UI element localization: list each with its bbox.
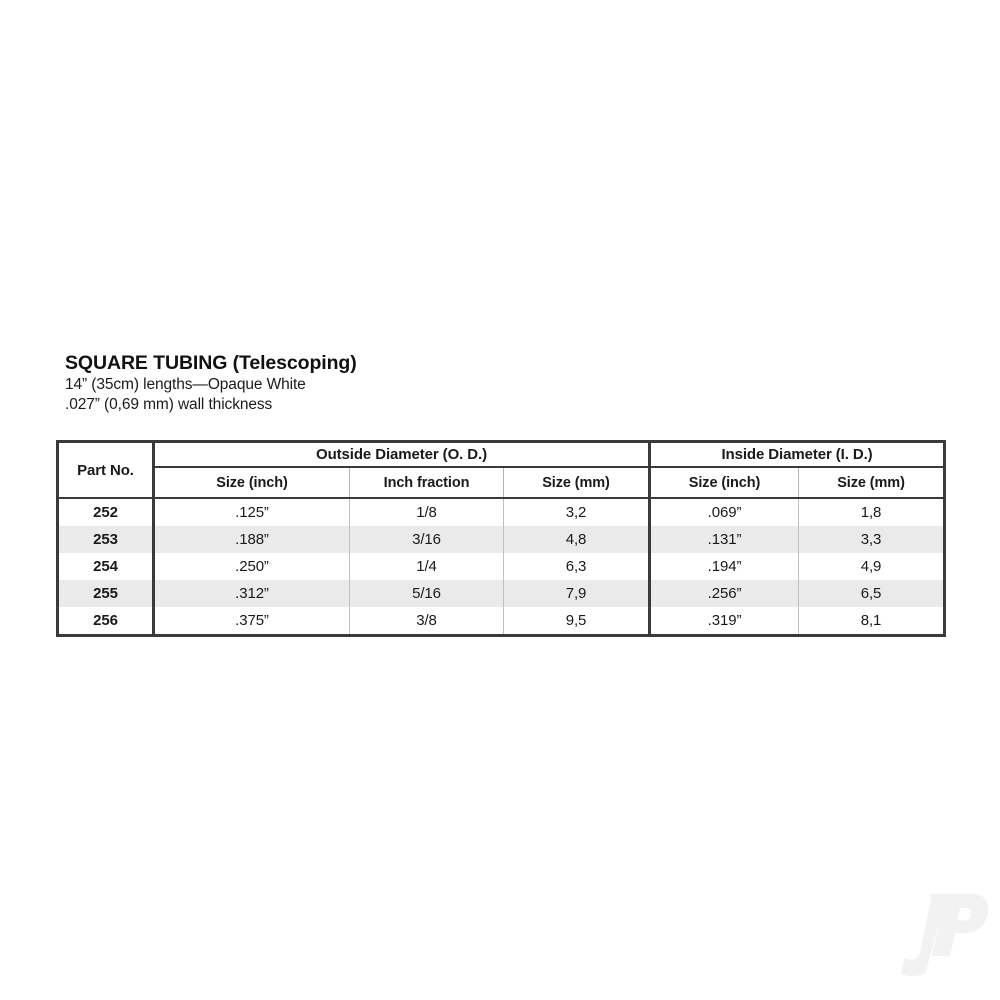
table-row: 256 .375” 3/8 9,5 .319” 8,1	[57, 607, 945, 636]
table-row: 252 .125” 1/8 3,2 .069” 1,8	[57, 498, 945, 526]
cell-od-size-mm: 3,2	[502, 498, 652, 526]
cell-od-size-mm: 4,8	[502, 526, 652, 553]
cell-od-size-inch: .250”	[153, 553, 350, 580]
table-sub-header-row: Size (inch) Inch fraction Size (mm) Size…	[58, 467, 945, 499]
cell-id-size-inch: .194”	[649, 553, 799, 580]
cell-id-size-mm: 6,5	[798, 580, 945, 607]
specification-table: Part No. Outside Diameter (O. D.) Inside…	[56, 440, 947, 637]
column-header-od-size-mm: Size (mm)	[502, 467, 652, 499]
column-header-part-no: Part No.	[57, 441, 155, 499]
cell-od-size-inch: .125”	[153, 498, 350, 526]
cell-od-inch-fraction: 1/8	[349, 498, 504, 526]
column-group-header-outside-diameter: Outside Diameter (O. D.)	[153, 441, 652, 468]
cell-od-size-inch: .188”	[153, 526, 350, 553]
cell-od-size-mm: 6,3	[502, 553, 652, 580]
column-header-id-size-mm: Size (mm)	[798, 467, 945, 499]
table-row: 253 .188” 3/16 4,8 .131” 3,3	[57, 526, 945, 553]
cell-od-inch-fraction: 5/16	[349, 580, 504, 607]
specification-table-container: Part No. Outside Diameter (O. D.) Inside…	[56, 440, 947, 637]
cell-id-size-mm: 3,3	[798, 526, 945, 553]
cell-od-size-mm: 7,9	[502, 580, 652, 607]
cell-part-no: 255	[57, 580, 155, 607]
jp-logo-watermark-icon	[900, 892, 988, 978]
cell-od-size-inch: .312”	[153, 580, 350, 607]
cell-id-size-inch: .069”	[649, 498, 799, 526]
column-header-od-size-inch: Size (inch)	[153, 467, 350, 499]
table-row: 255 .312” 5/16 7,9 .256” 6,5	[57, 580, 945, 607]
product-wall-thickness-line: .027” (0,69 mm) wall thickness	[65, 395, 273, 413]
table-body: 252 .125” 1/8 3,2 .069” 1,8 253 .188” 3/…	[57, 498, 945, 636]
cell-part-no: 252	[57, 498, 155, 526]
product-length-line: 14” (35cm) lengths—Opaque White	[65, 376, 306, 393]
cell-id-size-mm: 1,8	[798, 498, 945, 526]
cell-od-size-inch: .375”	[153, 607, 350, 636]
cell-od-inch-fraction: 3/16	[349, 526, 504, 553]
cell-id-size-mm: 4,9	[798, 553, 945, 580]
cell-part-no: 253	[57, 526, 155, 553]
cell-od-inch-fraction: 3/8	[349, 607, 504, 636]
column-header-od-inch-fraction: Inch fraction	[349, 467, 504, 499]
cell-od-size-mm: 9,5	[502, 607, 652, 636]
product-heading-block: SQUARE TUBING (Telescoping) 14” (35cm) l…	[65, 352, 665, 415]
table-header: Part No. Outside Diameter (O. D.) Inside…	[57, 441, 945, 499]
page-title: SQUARE TUBING (Telescoping)	[65, 352, 357, 374]
cell-part-no: 256	[57, 607, 155, 636]
cell-part-no: 254	[57, 553, 155, 580]
cell-id-size-inch: .319”	[649, 607, 799, 636]
column-header-id-size-inch: Size (inch)	[649, 467, 799, 499]
table-row: 254 .250” 1/4 6,3 .194” 4,9	[57, 553, 945, 580]
cell-id-size-mm: 8,1	[798, 607, 945, 636]
column-group-header-inside-diameter: Inside Diameter (I. D.)	[649, 441, 945, 468]
cell-id-size-inch: .131”	[649, 526, 799, 553]
cell-id-size-inch: .256”	[649, 580, 799, 607]
table-group-header-row: Part No. Outside Diameter (O. D.) Inside…	[57, 441, 945, 499]
cell-od-inch-fraction: 1/4	[349, 553, 504, 580]
